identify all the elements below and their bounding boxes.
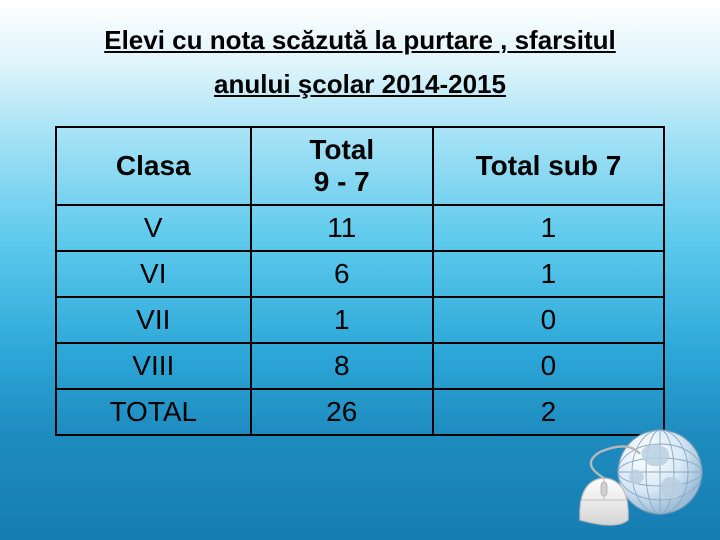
cell-totalsub7: 1	[433, 205, 664, 251]
cell-clasa: V	[56, 205, 251, 251]
header-clasa: Clasa	[56, 127, 251, 205]
table-row: V 11 1	[56, 205, 664, 251]
cell-totalsub7: 0	[433, 343, 664, 389]
cell-clasa: VII	[56, 297, 251, 343]
cell-total97: 6	[251, 251, 433, 297]
table-row: VIII 8 0	[56, 343, 664, 389]
table-container: Clasa Total9 - 7 Total sub 7 V 11 1 VI 6…	[0, 106, 720, 436]
title-line-1: Elevi cu nota scăzută la purtare , sfars…	[104, 25, 616, 55]
cell-total97: 11	[251, 205, 433, 251]
header-total-9-7: Total9 - 7	[251, 127, 433, 205]
page-title: Elevi cu nota scăzută la purtare , sfars…	[0, 0, 720, 106]
cell-total97: 8	[251, 343, 433, 389]
table-row: VI 6 1	[56, 251, 664, 297]
title-line-2: anului şcolar 2014-2015	[214, 69, 506, 99]
grades-table: Clasa Total9 - 7 Total sub 7 V 11 1 VI 6…	[55, 126, 665, 436]
cell-clasa: TOTAL	[56, 389, 251, 435]
table-row: VII 1 0	[56, 297, 664, 343]
table-header-row: Clasa Total9 - 7 Total sub 7	[56, 127, 664, 205]
cell-total97: 1	[251, 297, 433, 343]
header-total-sub-7: Total sub 7	[433, 127, 664, 205]
cell-clasa: VI	[56, 251, 251, 297]
cell-totalsub7: 1	[433, 251, 664, 297]
cell-total97: 26	[251, 389, 433, 435]
globe-mouse-icon	[560, 422, 710, 532]
cell-totalsub7: 0	[433, 297, 664, 343]
cell-clasa: VIII	[56, 343, 251, 389]
